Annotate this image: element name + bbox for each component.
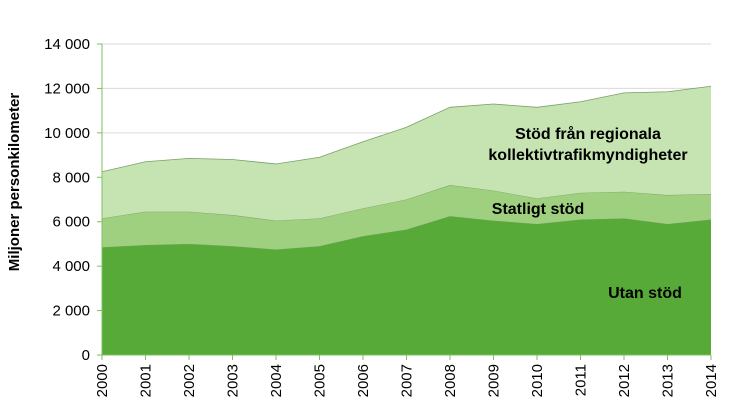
x-tick-label: 2010 xyxy=(529,364,546,397)
x-tick-label: 2014 xyxy=(703,364,720,397)
x-tick-label: 2003 xyxy=(225,364,242,397)
area-label-2: kollektivtrafikmyndigheter xyxy=(488,147,687,164)
x-tick-label: 2013 xyxy=(660,364,677,397)
y-axis-title: Miljoner personkilometer xyxy=(6,93,23,272)
x-tick-label: 2005 xyxy=(312,364,329,397)
area-series-2 xyxy=(102,86,711,221)
y-tick-label: 2 000 xyxy=(52,303,90,320)
x-tick-label: 2001 xyxy=(138,364,155,397)
y-tick-label: 6 000 xyxy=(52,214,90,231)
x-tick-label: 2011 xyxy=(573,364,590,396)
area-series-1 xyxy=(102,185,711,250)
x-tick-label: 2007 xyxy=(399,364,416,397)
x-tick-label: 2004 xyxy=(268,364,285,397)
area-label-0: Utan stöd xyxy=(608,285,682,302)
area-label-1: Statligt stöd xyxy=(492,201,584,218)
area-label-2: Stöd från regionala xyxy=(515,125,661,143)
x-tick-label: 2002 xyxy=(181,364,198,397)
y-tick-label: 14 000 xyxy=(44,36,90,53)
x-tick-label: 2006 xyxy=(355,364,372,397)
y-tick-label: 0 xyxy=(82,347,90,364)
x-tick-label: 2012 xyxy=(616,364,633,397)
y-tick-label: 10 000 xyxy=(44,125,90,142)
area-labels: Utan stöd Statligt stöd Stöd från regional… xyxy=(488,125,687,302)
y-tick-label: 12 000 xyxy=(44,80,90,97)
y-tick-label: 4 000 xyxy=(52,258,90,275)
area-series-0 xyxy=(102,216,711,355)
x-tick-label: 2008 xyxy=(442,364,459,397)
axes: 0 2 000 4 000 6 000 8 000 10 000 12 000 14 000 2… xyxy=(44,36,720,397)
x-tick-label: 2000 xyxy=(94,364,111,397)
area-edge-2 xyxy=(101,85,712,173)
x-tick-label: 2009 xyxy=(486,364,503,397)
area-series xyxy=(101,85,712,355)
y-tick-label: 8 000 xyxy=(52,169,90,186)
